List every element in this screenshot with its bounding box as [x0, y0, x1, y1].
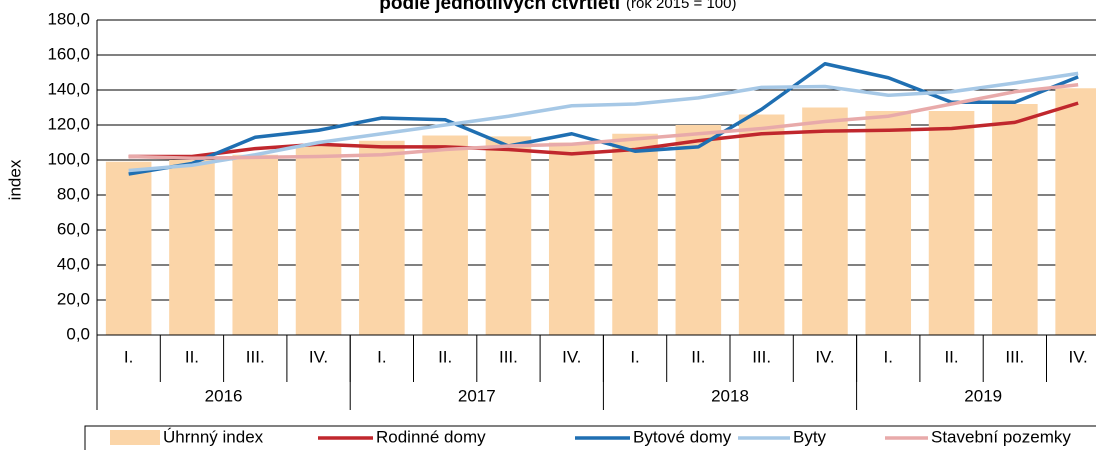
legend-label: Úhrnný index [163, 427, 264, 446]
bar [675, 125, 722, 335]
legend-box [84, 425, 1096, 450]
y-tick-label: 40,0 [57, 254, 90, 273]
x-tick-label: II. [438, 347, 452, 366]
x-tick-label: I. [377, 347, 386, 366]
group-label: 2017 [458, 386, 496, 405]
bar [105, 161, 152, 335]
y-tick-label: 160,0 [47, 44, 90, 63]
y-tick-label: 120,0 [47, 114, 90, 133]
bar [548, 142, 595, 335]
bar [865, 111, 912, 335]
line [128, 71, 1079, 173]
x-tick-label: II. [944, 347, 958, 366]
bar [802, 107, 848, 335]
bar [359, 140, 405, 335]
x-tick-label: I. [884, 347, 893, 366]
bar [169, 160, 215, 335]
x-tick-label: I. [630, 347, 639, 366]
x-tick-label: III. [499, 347, 518, 366]
bar [422, 135, 468, 335]
y-tick-label: 80,0 [57, 184, 90, 203]
group-label: 2019 [964, 386, 1002, 405]
line [128, 101, 1079, 159]
bar [992, 104, 1038, 335]
legend-swatch [110, 430, 160, 445]
y-axis-label: index [5, 159, 24, 200]
x-tick-label: IV. [309, 347, 328, 366]
bar [295, 146, 342, 335]
line [128, 83, 1079, 160]
y-tick-label: 60,0 [57, 219, 90, 238]
chart-title: podle jednotlivých čtvrtletí [379, 0, 620, 14]
bar [612, 133, 658, 335]
x-tick-label: I. [124, 347, 133, 366]
group-label: 2018 [711, 386, 749, 405]
legend-label: Bytové domy [633, 427, 732, 446]
x-tick-label: III. [752, 347, 771, 366]
x-tick-label: II. [185, 347, 199, 366]
legend-label: Stavební pozemky [931, 427, 1071, 446]
x-tick-label: III. [246, 347, 265, 366]
x-tick-label: IV. [815, 347, 834, 366]
group-label: 2016 [205, 386, 243, 405]
y-tick-label: 180,0 [47, 9, 90, 28]
bar [485, 136, 532, 335]
x-tick-label: II. [691, 347, 705, 366]
bar [738, 114, 785, 335]
legend-label: Rodinné domy [376, 427, 486, 446]
y-tick-label: 100,0 [47, 149, 90, 168]
chart-subtitle: (rok 2015 = 100) [626, 0, 737, 12]
x-tick-label: IV. [1069, 347, 1088, 366]
y-tick-label: 0,0 [66, 324, 90, 343]
x-tick-label: III. [1005, 347, 1024, 366]
x-tick-label: IV. [562, 347, 581, 366]
bar [928, 111, 975, 335]
bar [232, 154, 279, 335]
legend-label: Byty [793, 427, 827, 446]
y-tick-label: 140,0 [47, 79, 90, 98]
bar [1055, 88, 1096, 335]
y-tick-label: 20,0 [57, 289, 90, 308]
